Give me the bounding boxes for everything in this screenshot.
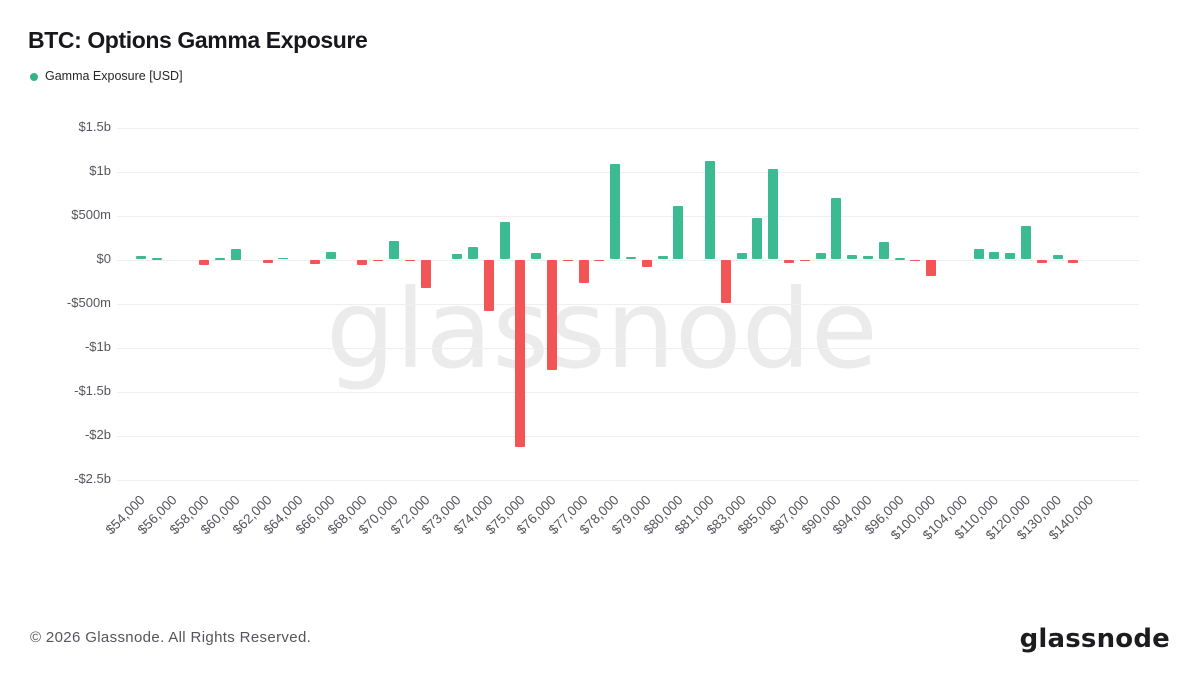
bar-76000[interactable] (547, 259, 557, 370)
bar-71000[interactable] (404, 259, 415, 261)
y-axis-tick-label: -$2.5b (74, 470, 111, 486)
bar-55000[interactable] (152, 258, 162, 260)
y-axis-tick-label: -$2b (84, 426, 111, 442)
bar-81000[interactable] (705, 161, 715, 260)
bar-95000[interactable] (878, 242, 889, 260)
y-axis-tick-label: -$1b (84, 338, 111, 354)
gridline--$500m (117, 303, 1139, 305)
bar-70000[interactable] (389, 241, 399, 260)
bar-79500[interactable] (657, 256, 668, 260)
gridline-$1.5b (117, 127, 1139, 129)
bar-106000[interactable] (973, 249, 984, 260)
copyright-notice: © 2026 Glassnode. All Rights Reserved. (30, 629, 312, 646)
gridline-$0 (117, 259, 1139, 261)
bar-75000[interactable] (515, 259, 526, 447)
gridline--$1.5b (117, 391, 1139, 393)
bar-73500[interactable] (468, 247, 478, 260)
y-axis-tick-label: $0 (96, 250, 111, 266)
chart-title: BTC: Options Gamma Exposure (28, 27, 368, 53)
bar-115000[interactable] (1005, 252, 1016, 260)
gridline--$2b (117, 435, 1139, 437)
bar-75500[interactable] (531, 253, 542, 260)
glassnode-watermark: glassnode (326, 266, 878, 393)
y-axis-tick-label: -$500m (66, 294, 111, 310)
bar-63000[interactable] (278, 257, 289, 260)
bar-90000[interactable] (831, 197, 842, 260)
y-axis-tick-label: $1.5b (78, 118, 111, 134)
bar-74500[interactable] (499, 222, 510, 260)
bar-59000[interactable] (215, 258, 226, 260)
legend-series-label: Gamma Exposure [USD] (45, 69, 183, 84)
bar-54000[interactable] (136, 255, 147, 260)
bar-80000[interactable] (673, 205, 684, 260)
bar-120000[interactable] (1021, 226, 1031, 260)
legend[interactable]: Gamma Exposure [USD] (30, 70, 183, 83)
bar-77500[interactable] (594, 259, 605, 261)
bar-83000[interactable] (736, 253, 747, 260)
bar-100000[interactable] (926, 259, 937, 276)
bar-68000[interactable] (357, 259, 368, 266)
bar-76500[interactable] (562, 259, 573, 262)
bar-88000[interactable] (815, 252, 826, 260)
bar-72000[interactable] (420, 259, 431, 289)
y-axis-tick-label: -$1.5b (74, 382, 111, 398)
bar-78000[interactable] (610, 164, 621, 260)
bar-62000[interactable] (262, 259, 273, 264)
y-axis-tick-label: $500m (71, 206, 111, 222)
gridline-$500m (117, 215, 1139, 217)
bar-65000[interactable] (310, 259, 320, 264)
bar-66000[interactable] (325, 251, 336, 260)
bar-130000[interactable] (1052, 255, 1063, 260)
bar-77000[interactable] (578, 259, 589, 284)
bar-82000[interactable] (720, 259, 731, 304)
gridline-$1b (117, 171, 1139, 173)
legend-series-dot-icon (30, 72, 38, 81)
bar-125000[interactable] (1036, 259, 1047, 263)
bar-92000[interactable] (847, 254, 858, 260)
glassnode-logo: glassnode (1019, 624, 1170, 654)
bar-94000[interactable] (863, 255, 873, 260)
bar-87000[interactable] (799, 259, 810, 262)
bar-79000[interactable] (641, 259, 652, 267)
bar-78500[interactable] (626, 257, 636, 260)
bar-84000[interactable] (752, 217, 763, 260)
bar-73000[interactable] (452, 253, 463, 260)
bar-60000[interactable] (231, 248, 241, 260)
bar-135000[interactable] (1068, 259, 1079, 264)
bar-110000[interactable] (989, 251, 1000, 260)
gridline--$2.5b (117, 479, 1139, 481)
bar-85000[interactable] (768, 168, 779, 260)
bar-58000[interactable] (199, 259, 210, 265)
bar-86000[interactable] (784, 259, 794, 264)
bar-98000[interactable] (910, 259, 921, 261)
bar-74000[interactable] (483, 259, 494, 311)
y-axis-tick-label: $1b (89, 162, 111, 178)
bar-96000[interactable] (894, 258, 905, 260)
bar-69000[interactable] (373, 259, 384, 262)
gridline--$1b (117, 347, 1139, 349)
